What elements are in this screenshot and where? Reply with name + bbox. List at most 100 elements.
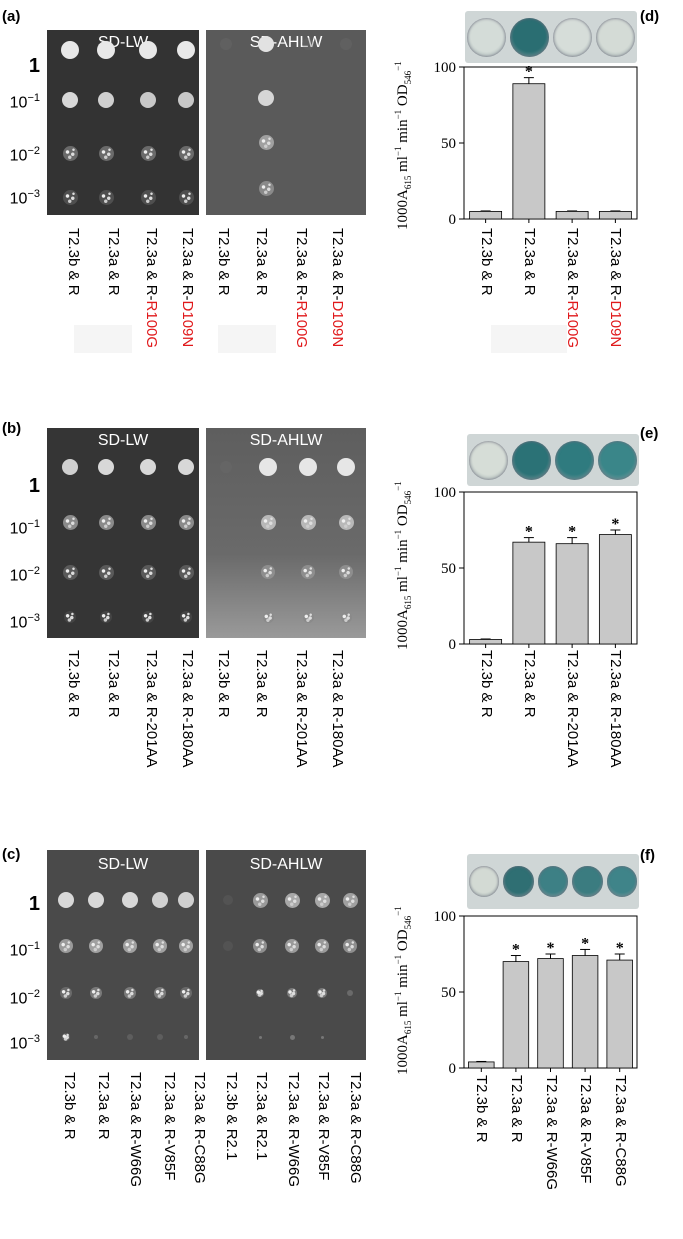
yeast-spot bbox=[302, 611, 314, 623]
panel-letter-f: (f) bbox=[640, 847, 655, 864]
well bbox=[606, 866, 637, 897]
yeast-spot bbox=[315, 939, 329, 953]
yeast-spot bbox=[142, 611, 154, 623]
strain-label: T2.3a & R-R100G bbox=[293, 228, 310, 349]
yeast-spot bbox=[98, 189, 114, 205]
strain-label: T2.3b & R bbox=[65, 228, 82, 296]
plate-title: SD-AHLW bbox=[249, 432, 323, 449]
y-tick-label: 100 bbox=[434, 909, 457, 925]
strain-label: T2.3a & R bbox=[105, 650, 122, 718]
yeast-spot bbox=[62, 1033, 70, 1041]
strain-label: T2.3a & R-W66G bbox=[285, 1072, 302, 1188]
panel-letter-c: (c) bbox=[2, 846, 21, 863]
panel-letter-e: (e) bbox=[640, 425, 659, 442]
strain-label: T2.3a & R-C88G bbox=[191, 1072, 208, 1184]
yeast-spot bbox=[223, 895, 233, 905]
yeast-spot bbox=[317, 988, 327, 998]
yeast-spot bbox=[98, 514, 114, 530]
well bbox=[469, 866, 500, 897]
yeast-spot bbox=[59, 939, 73, 953]
plate-a-sd-lw: SD-LW bbox=[47, 30, 199, 215]
strain-label: T2.3a & R-C88G bbox=[347, 1072, 364, 1184]
strain-label: T2.3a & R bbox=[253, 650, 270, 718]
dilution-label: 10−2 bbox=[9, 988, 40, 1008]
category-label: T2.3b & R bbox=[477, 650, 495, 718]
yeast-spot bbox=[302, 38, 314, 50]
bar bbox=[468, 1061, 495, 1069]
yeast-spot bbox=[300, 514, 316, 530]
yeast-spot bbox=[253, 939, 267, 953]
yeast-spot bbox=[347, 990, 353, 996]
bar bbox=[555, 210, 589, 220]
category-label: T2.3a & R bbox=[520, 228, 538, 296]
dilution-label: 10−2 bbox=[9, 565, 40, 585]
well bbox=[555, 440, 594, 480]
y-tick-label: 50 bbox=[441, 561, 456, 577]
yeast-spot bbox=[223, 941, 233, 951]
plot-frame bbox=[463, 66, 638, 220]
bar bbox=[512, 83, 546, 220]
well bbox=[596, 17, 635, 57]
dilution-label: 1 bbox=[28, 475, 40, 497]
y-axis-label: 1000A615 ml−1 min−1 OD546−1 bbox=[393, 906, 413, 1075]
yeast-spot bbox=[139, 41, 157, 59]
bar bbox=[502, 961, 530, 1069]
yeast-spot bbox=[184, 1035, 188, 1039]
yeast-spot bbox=[343, 939, 357, 953]
well bbox=[469, 440, 508, 480]
yeast-spot bbox=[259, 458, 277, 476]
dilution-label: 10−3 bbox=[9, 1033, 40, 1053]
strain-label: T2.3a & R bbox=[95, 1072, 112, 1140]
yeast-spot bbox=[62, 189, 78, 205]
yeast-spot bbox=[62, 564, 78, 580]
yeast-spot bbox=[154, 987, 166, 999]
yeast-spot bbox=[122, 892, 138, 908]
well bbox=[553, 17, 592, 57]
significance-star: * bbox=[581, 935, 589, 952]
significance-star: * bbox=[525, 524, 533, 541]
yeast-spot bbox=[289, 1034, 295, 1040]
yeast-spot bbox=[301, 565, 315, 579]
yeast-spot bbox=[220, 461, 232, 473]
strain-label: T2.3a & R-V85F bbox=[315, 1072, 332, 1181]
yeast-spot bbox=[179, 939, 193, 953]
significance-star: * bbox=[547, 940, 555, 957]
yeast-spot bbox=[98, 564, 114, 580]
bar-chart-e: 0 50 100 * * * bbox=[434, 485, 638, 653]
panel-letter-d: (d) bbox=[640, 8, 660, 25]
plate-c-sd-ahlw: SD-AHLW bbox=[206, 850, 366, 1060]
category-label: T2.3a & R-201AA bbox=[564, 650, 582, 768]
category-label: T2.3a & R bbox=[507, 1075, 525, 1143]
yeast-spot bbox=[258, 180, 274, 196]
yeast-spot bbox=[337, 458, 355, 476]
bar bbox=[512, 541, 546, 645]
well bbox=[510, 17, 549, 57]
placeholder-box bbox=[74, 325, 132, 353]
significance-star: * bbox=[616, 940, 624, 957]
category-label: T2.3a & R-180AA bbox=[607, 650, 625, 768]
y-tick-label: 0 bbox=[449, 1061, 457, 1077]
yeast-spot bbox=[287, 988, 297, 998]
significance-star: * bbox=[568, 524, 576, 541]
strain-label: T2.3b & R bbox=[65, 650, 82, 718]
yeast-spot bbox=[320, 1035, 324, 1039]
category-label: T2.3a & R-C88G bbox=[611, 1075, 629, 1187]
yeast-spot bbox=[89, 939, 103, 953]
yeast-spot bbox=[140, 564, 156, 580]
strain-label: T2.3b & R bbox=[215, 650, 232, 718]
yeast-spot bbox=[260, 514, 276, 530]
yeast-spot bbox=[180, 987, 192, 999]
significance-star: * bbox=[611, 516, 619, 533]
strain-label: T2.3b & R bbox=[61, 1072, 78, 1140]
plate-c-sd-lw: SD-LW bbox=[47, 850, 199, 1060]
yeast-spot bbox=[62, 459, 78, 475]
category-label: T2.3a & R-D109N bbox=[607, 228, 625, 348]
strain-label: T2.3a & R-201AA bbox=[293, 650, 310, 768]
strain-label: T2.3a & R-R100G bbox=[143, 228, 160, 349]
category-label: T2.3a & R-W66G bbox=[542, 1075, 560, 1191]
plate-title: SD-AHLW bbox=[249, 856, 323, 873]
well-strip-image bbox=[467, 854, 639, 909]
yeast-spot bbox=[340, 38, 352, 50]
well bbox=[537, 866, 569, 897]
yeast-spot bbox=[100, 611, 112, 623]
